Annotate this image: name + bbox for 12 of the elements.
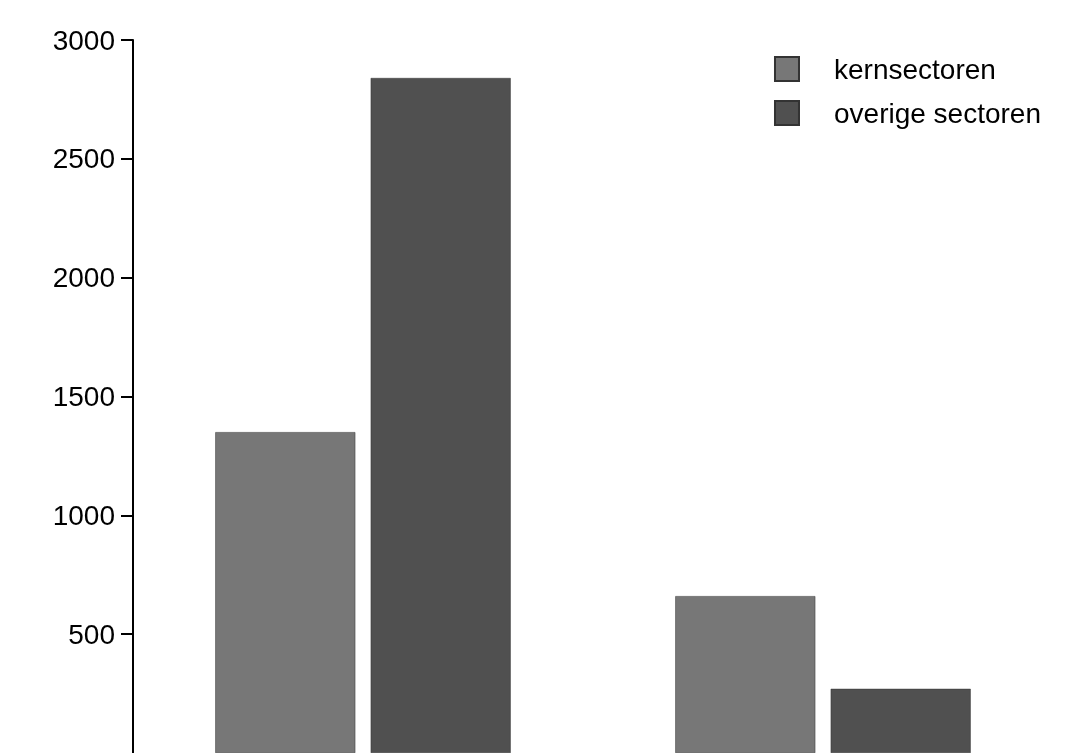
y-tick-label: 2000 [52,262,115,294]
y-tick-label: 1500 [52,381,115,412]
bar [215,432,356,753]
y-tick-label: 3000 [52,24,115,56]
y-tick-label: 2500 [52,143,115,175]
legend-label: overige sectoren [833,97,1042,129]
bar [675,596,816,753]
bar [830,688,971,753]
y-tick-label: 500 [68,618,115,650]
y-tick-label: 1000 [52,499,115,531]
bar [370,78,511,753]
legend-label: kernsectoren [833,53,996,85]
